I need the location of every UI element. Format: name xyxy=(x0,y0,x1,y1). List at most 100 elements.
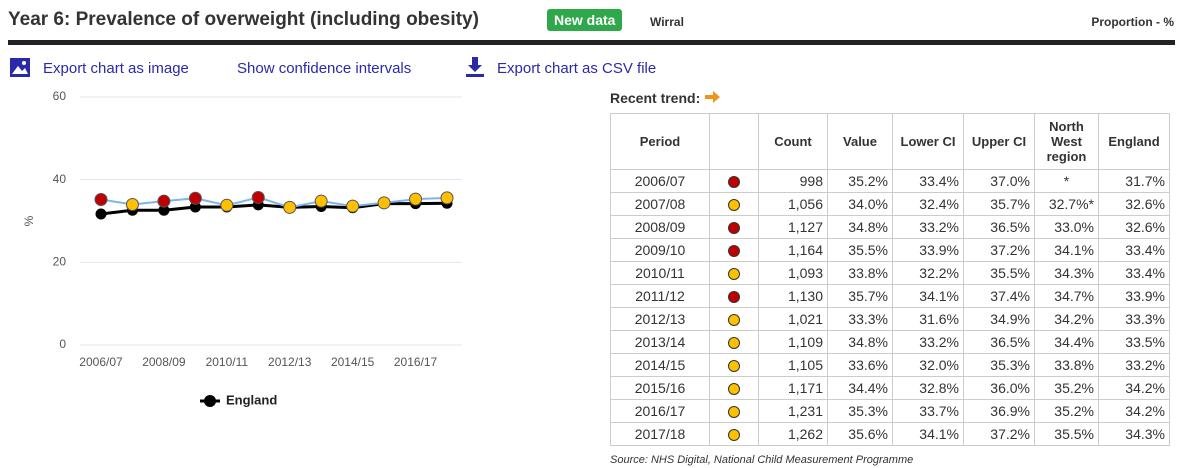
marker-dot xyxy=(728,383,740,396)
cell: 35.5% xyxy=(963,261,1035,285)
significance-marker xyxy=(728,314,740,327)
column-header: England xyxy=(1098,113,1170,170)
table-row: 2014/15 1,105 33.6% 32.0% 35.3% 33.8% 33.2% xyxy=(610,353,1170,377)
data-point xyxy=(95,208,107,220)
marker-dot xyxy=(728,245,740,258)
data-point xyxy=(158,204,170,216)
table-row: 2008/09 1,127 34.8% 33.2% 36.5% 33.0% 32.6% xyxy=(610,215,1170,239)
cell: 34.8% xyxy=(827,215,893,239)
cell: 2006/07 xyxy=(610,169,710,193)
cell: 34.9% xyxy=(963,307,1035,331)
cell: 1,171 xyxy=(758,376,828,400)
column-header: Count xyxy=(758,113,828,170)
header-row: Period Count Value Lower CI Upper CI North We… xyxy=(610,113,1170,170)
cell: 1,105 xyxy=(758,353,828,377)
significance-marker xyxy=(728,406,740,419)
data-point xyxy=(188,191,202,205)
significance-marker xyxy=(728,291,740,304)
cell: 32.6% xyxy=(1098,215,1170,239)
marker-cell xyxy=(709,330,759,354)
marker-cell xyxy=(709,192,759,216)
table-row: 2012/13 1,021 33.3% 31.6% 34.9% 34.2% 33.3% xyxy=(610,307,1170,331)
column-header: North West region xyxy=(1034,113,1099,170)
cell: 33.7% xyxy=(892,399,964,423)
cell: 37.2% xyxy=(963,238,1035,262)
marker-cell xyxy=(709,376,759,400)
badge: New data xyxy=(547,9,623,31)
cell: 36.5% xyxy=(963,330,1035,354)
cell: 2016/17 xyxy=(610,399,710,423)
marker-dot xyxy=(728,360,740,373)
cell: 33.8% xyxy=(827,261,893,285)
legend-label: England xyxy=(226,392,277,407)
cell: 34.4% xyxy=(1034,330,1099,354)
marker-cell xyxy=(709,284,759,308)
export-image-link[interactable]: Export chart as image xyxy=(43,60,189,77)
marker-dot xyxy=(728,314,740,327)
cell: 33.4% xyxy=(892,169,964,193)
marker-cell xyxy=(709,261,759,285)
marker-cell xyxy=(709,215,759,239)
data-point xyxy=(314,194,328,208)
cell: 35.7% xyxy=(827,284,893,308)
marker-dot xyxy=(728,268,740,281)
cell: 2011/12 xyxy=(610,284,710,308)
table-row: 2006/07 998 35.2% 33.4% 37.0% * 31.7% xyxy=(610,169,1170,193)
data-point xyxy=(346,199,360,213)
cell: 33.2% xyxy=(892,330,964,354)
cell: 35.3% xyxy=(827,399,893,423)
cell: 34.2% xyxy=(1034,307,1099,331)
x-tick-label: 2008/09 xyxy=(142,355,186,369)
marker-cell xyxy=(709,422,759,446)
table-row: 2011/12 1,130 35.7% 34.1% 37.4% 34.7% 33.9% xyxy=(610,284,1170,308)
significance-marker xyxy=(728,199,740,212)
significance-marker xyxy=(728,360,740,373)
cell: 1,021 xyxy=(758,307,828,331)
data-point xyxy=(220,198,234,212)
cell: 33.3% xyxy=(1098,307,1170,331)
cell: 2015/16 xyxy=(610,376,710,400)
table-row: 2017/18 1,262 35.6% 34.1% 37.2% 35.5% 34.3% xyxy=(610,422,1170,446)
column-header: Lower CI xyxy=(892,113,964,170)
cell: 37.2% xyxy=(963,422,1035,446)
cell: 33.8% xyxy=(1034,353,1099,377)
cell: 37.4% xyxy=(963,284,1035,308)
confidence-link[interactable]: Show confidence intervals xyxy=(237,60,412,77)
cell: 1,056 xyxy=(758,192,828,216)
marker-dot xyxy=(728,176,740,189)
cell: 2012/13 xyxy=(610,307,710,331)
series-line xyxy=(100,201,448,216)
marker-dot xyxy=(728,291,740,304)
data-point xyxy=(94,193,108,207)
download-icon[interactable] xyxy=(464,55,486,79)
trend-label: Recent trend: xyxy=(610,90,701,106)
marker-dot xyxy=(728,406,740,419)
cell: 33.5% xyxy=(1098,330,1170,354)
marker-cell xyxy=(709,238,759,262)
rule xyxy=(8,40,1175,45)
data-point xyxy=(189,201,201,213)
x-tick-label: 2010/11 xyxy=(206,355,249,369)
column-header: Value xyxy=(827,113,893,170)
export-csv-link[interactable]: Export chart as CSV file xyxy=(497,60,657,77)
cell: 33.2% xyxy=(892,215,964,239)
data-point xyxy=(157,194,171,208)
table-row: 2016/17 1,231 35.3% 33.7% 36.9% 35.2% 34.2% xyxy=(610,399,1170,423)
marker-dot xyxy=(728,222,740,235)
cell: 35.5% xyxy=(1034,422,1099,446)
cell: 2010/11 xyxy=(610,261,710,285)
table-row: 2010/11 1,093 33.8% 32.2% 35.5% 34.3% 33.4% xyxy=(610,261,1170,285)
marker-cell xyxy=(709,169,759,193)
y-tick-label: 40 xyxy=(53,172,67,186)
cell: 34.7% xyxy=(1034,284,1099,308)
cell: 32.7%* xyxy=(1034,192,1099,216)
marker-cell xyxy=(709,399,759,423)
significance-marker xyxy=(728,176,740,189)
title: Year 6: Prevalence of overweight (includ… xyxy=(8,9,479,30)
data-point xyxy=(251,190,265,204)
y-tick-label: 60 xyxy=(53,89,67,103)
cell: 1,109 xyxy=(758,330,828,354)
cell: 33.9% xyxy=(1098,284,1170,308)
image-icon[interactable] xyxy=(9,57,31,79)
area: Wirral xyxy=(650,15,684,29)
